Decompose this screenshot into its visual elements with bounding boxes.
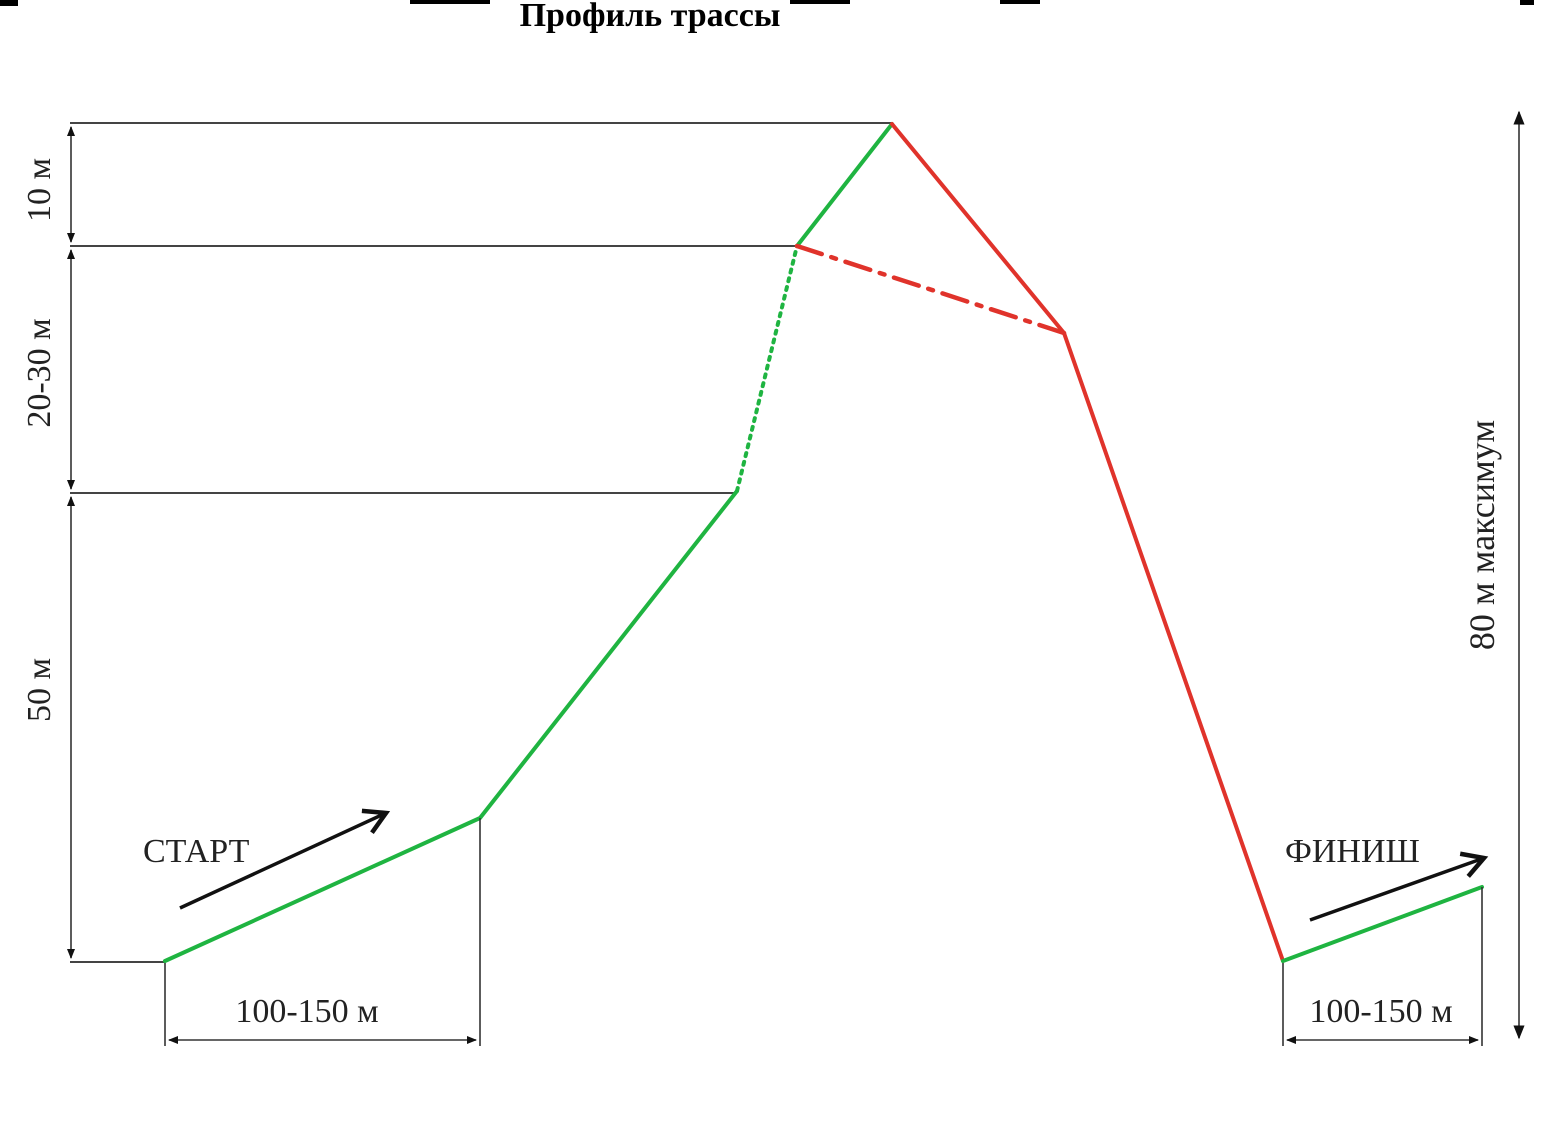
total-height-label: 80 м максимум (1462, 420, 1502, 650)
descent-line-alternate (794, 243, 1067, 336)
climb-section (163, 122, 894, 963)
finish-length-dimension (1282, 887, 1483, 1046)
climb-line-dotted (735, 244, 799, 493)
start-label: СТАРТ (143, 833, 250, 870)
start-length-dimension (164, 818, 481, 1046)
dimension-20-30m-label: 20-30 м (21, 318, 58, 427)
finish-line (1281, 885, 1484, 963)
finish-label: ФИНИШ (1285, 833, 1420, 870)
start-length-label: 100-150 м (235, 993, 378, 1030)
climb-line-solid (163, 489, 739, 963)
descent-section (794, 122, 1285, 963)
finish-arrow (1309, 851, 1489, 922)
dimension-10m-label: 10 м (21, 158, 58, 222)
descent-line-solid (890, 122, 1285, 963)
finish-length-label: 100-150 м (1309, 993, 1452, 1030)
diagram-title: Профиль трассы (520, 0, 781, 34)
dimension-50m-label: 50 м (21, 658, 58, 722)
reference-lines (70, 122, 893, 963)
climb-line-summit (795, 122, 894, 248)
cropped-text-fragments (0, 0, 1534, 6)
start-arrow (179, 808, 391, 910)
